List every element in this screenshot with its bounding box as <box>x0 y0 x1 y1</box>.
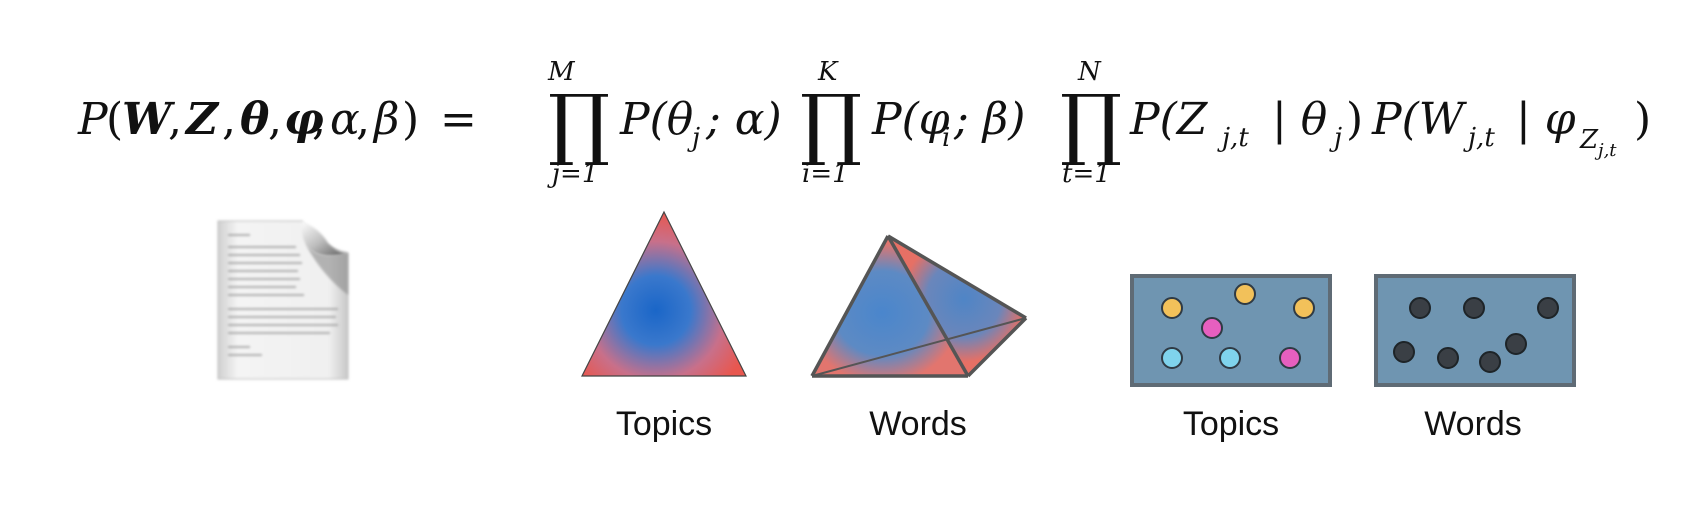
prod2-lower: i=1 <box>802 159 849 189</box>
lhs-phi: φ <box>284 94 324 145</box>
word-dot <box>1463 297 1485 319</box>
term-w-subsub: j,t <box>1594 140 1617 161</box>
lhs-comma-1: , <box>168 94 182 145</box>
prod1-upper: M <box>547 57 576 87</box>
term-z-sub2: j <box>1329 123 1342 153</box>
prod1-symbol: ∏ <box>548 79 610 169</box>
lhs-P: P <box>77 94 109 145</box>
word-dot <box>1479 351 1501 373</box>
topic-dot <box>1161 347 1183 369</box>
topic-dot <box>1161 297 1183 319</box>
prod2-sub: i <box>942 123 950 153</box>
prod1-rest: ; α) <box>705 94 782 145</box>
term-z-a: P(Z <box>1129 94 1209 145</box>
lhs-alpha: α <box>330 94 360 145</box>
caption-words-box: Words <box>1424 405 1522 443</box>
term-z-b: | θ <box>1272 94 1327 145</box>
topic-dot <box>1219 347 1241 369</box>
lhs-comma-4: , <box>356 94 370 145</box>
topic-assignments-box <box>1130 274 1332 387</box>
word-dot <box>1437 347 1459 369</box>
term-w-b: | φ <box>1516 94 1576 145</box>
prod1-term: P(θ <box>619 94 693 145</box>
prod2-upper: K <box>817 57 839 87</box>
caption-topics-box: Topics <box>1182 405 1280 443</box>
topic-dot <box>1234 283 1256 305</box>
topic-simplex-triangle <box>581 210 747 377</box>
prod3-symbol: ∏ <box>1060 79 1122 169</box>
joint-probability-equation: P ( W , Z , θ , φ ; α , β ) = M ∏ j=1 P(… <box>77 57 1651 189</box>
lhs-open-paren: ( <box>106 94 123 145</box>
lhs-comma-3: , <box>268 94 282 145</box>
equals-sign: = <box>440 94 477 145</box>
lhs-beta: β <box>372 94 399 145</box>
term-z-sub: j,t <box>1217 123 1249 153</box>
lhs-comma-2: , <box>222 94 236 145</box>
word-tokens-box <box>1374 274 1576 387</box>
lhs-close-paren: ) <box>402 94 419 145</box>
word-simplex-tetrahedron <box>810 234 1028 378</box>
caption-topics-simplex: Topics <box>615 405 713 443</box>
word-dot <box>1537 297 1559 319</box>
term-w-a: P(W <box>1371 94 1468 145</box>
term-z-close: ) <box>1346 94 1363 145</box>
prod2-symbol: ∏ <box>800 79 862 169</box>
prod2-term: P(φ <box>871 94 950 145</box>
word-dot <box>1409 297 1431 319</box>
term-w-subZ: Z <box>1579 125 1599 155</box>
lhs-W: W <box>122 94 176 145</box>
term-w-close: ) <box>1634 94 1651 145</box>
word-dot <box>1505 333 1527 355</box>
prod3-lower: t=1 <box>1062 159 1111 189</box>
prod2-rest: ; β) <box>953 94 1025 145</box>
topic-dot <box>1201 317 1223 339</box>
topic-dot <box>1293 297 1315 319</box>
document-icon <box>217 220 349 380</box>
lhs-Z: Z <box>184 94 220 145</box>
word-dot <box>1393 341 1415 363</box>
lhs-semicolon: ; <box>312 94 327 145</box>
topic-dot <box>1279 347 1301 369</box>
prod3-upper: N <box>1077 57 1102 87</box>
term-w-sub: j,t <box>1463 123 1495 153</box>
prod1-lower: j=1 <box>547 159 598 189</box>
caption-words-simplex: Words <box>869 405 967 443</box>
lhs-theta: θ <box>240 94 270 145</box>
